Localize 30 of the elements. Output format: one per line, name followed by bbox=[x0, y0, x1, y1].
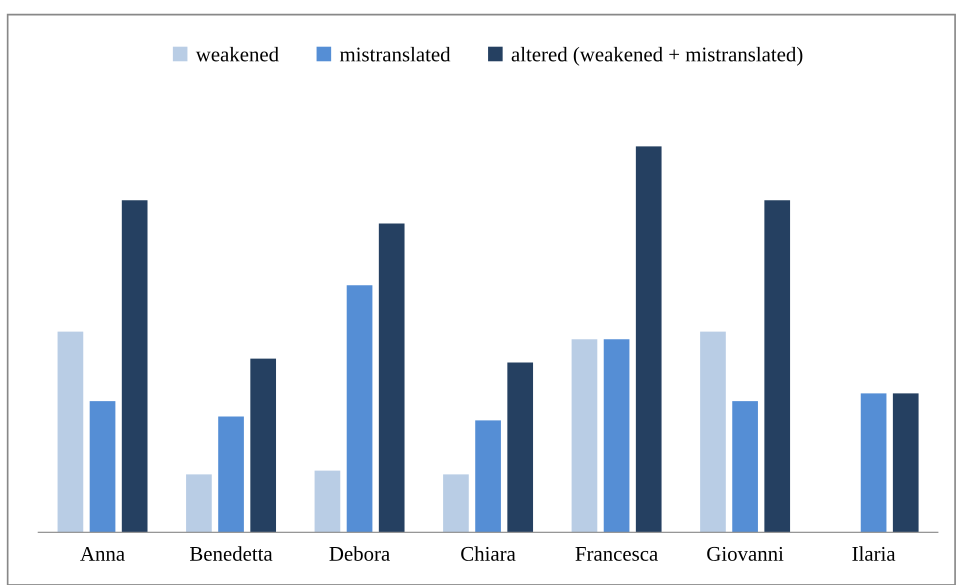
bar bbox=[314, 470, 340, 532]
x-tick-label: Benedetta bbox=[190, 546, 272, 561]
bar bbox=[572, 339, 598, 532]
x-tick-label: Anna bbox=[80, 546, 125, 561]
bar bbox=[892, 393, 919, 532]
bar bbox=[250, 358, 276, 532]
bar bbox=[90, 401, 116, 532]
bar bbox=[378, 223, 405, 532]
bar bbox=[732, 401, 758, 532]
bar bbox=[122, 200, 148, 532]
bar bbox=[700, 332, 726, 532]
x-tick-label: Giovanni bbox=[707, 546, 784, 561]
bar bbox=[58, 332, 84, 532]
bar bbox=[218, 416, 244, 532]
bar bbox=[475, 420, 501, 532]
x-tick-label: Francesca bbox=[576, 547, 658, 561]
bar bbox=[764, 200, 790, 532]
bar bbox=[186, 474, 212, 532]
bar bbox=[346, 285, 372, 532]
legend-label: weakened bbox=[196, 46, 279, 62]
bar bbox=[443, 474, 469, 532]
bar bbox=[507, 362, 534, 532]
legend-label: altered (weakened + mistranslated) bbox=[512, 46, 802, 66]
bar bbox=[604, 339, 630, 532]
x-tick-label: Chiara bbox=[461, 546, 516, 561]
bar bbox=[860, 393, 886, 532]
bar bbox=[636, 146, 662, 532]
x-tick-label: Debora bbox=[330, 546, 390, 561]
x-tick-label: Ilaria bbox=[852, 546, 896, 561]
legend-label: mistranslated bbox=[340, 46, 450, 62]
